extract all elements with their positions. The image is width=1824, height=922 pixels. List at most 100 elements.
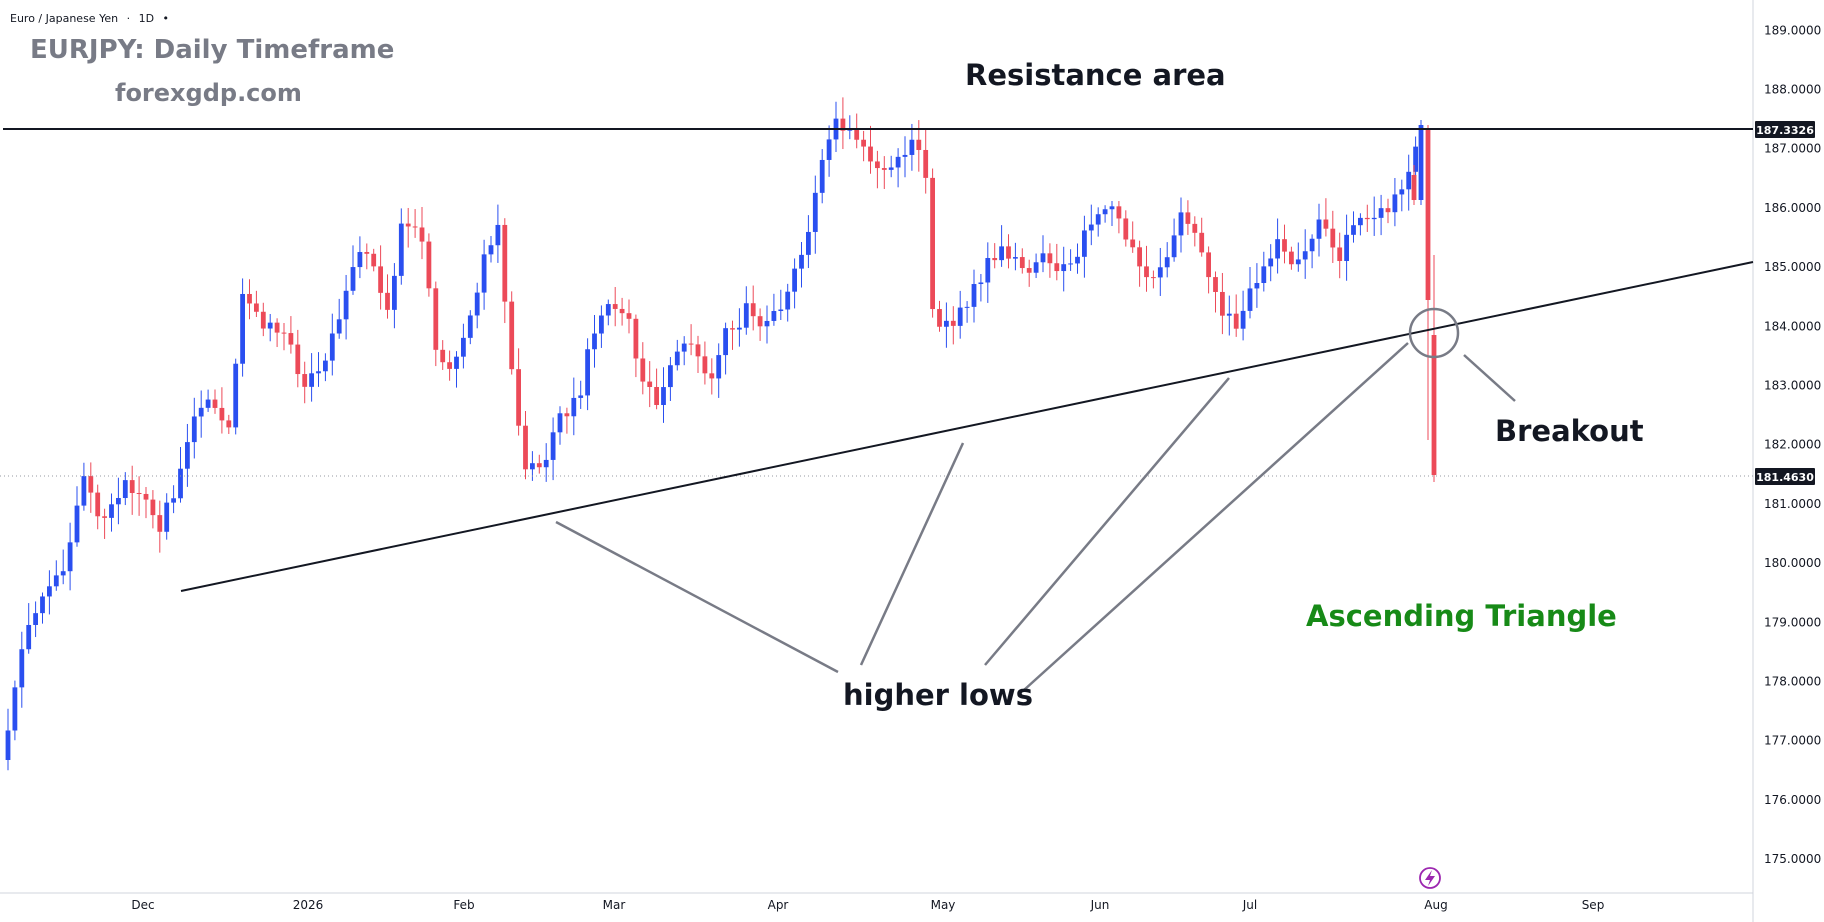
candle-down <box>881 168 887 170</box>
candle-up <box>1302 251 1308 260</box>
candle-down <box>1431 335 1437 475</box>
candle-up <box>550 432 556 460</box>
candle-up <box>392 275 397 310</box>
candle-up <box>1371 217 1377 220</box>
time-axis[interactable]: Dec 2026 Feb Mar Apr May Jun Jul Aug Sep <box>131 898 1604 912</box>
candle-up <box>1102 209 1108 215</box>
candle-up <box>1261 266 1267 284</box>
candle-up <box>985 258 991 283</box>
price-tick-label: 182.0000 <box>1764 438 1821 452</box>
candle-up <box>888 167 894 170</box>
time-tick-label: 2026 <box>293 898 324 912</box>
candle-up <box>81 476 87 506</box>
lightning-icon[interactable] <box>1419 867 1441 889</box>
candle-up <box>454 356 459 369</box>
candle-down <box>1137 247 1142 267</box>
pointer-line-low3 <box>984 377 1230 666</box>
candle-down <box>1213 277 1218 292</box>
time-tick-label: Jun <box>1090 898 1110 912</box>
pattern-label: Ascending Triangle <box>1306 599 1617 633</box>
candle-up <box>895 156 901 168</box>
candle-up <box>1240 310 1246 329</box>
candle-up <box>812 192 818 232</box>
candle-up <box>1157 267 1163 278</box>
candle-up <box>316 371 321 374</box>
candle-down <box>1006 246 1011 259</box>
candle-down <box>688 343 694 345</box>
time-tick-label: Feb <box>453 898 474 912</box>
pointer-line-low4 <box>1023 342 1409 691</box>
symbol-header[interactable]: Euro / Japanese Yen · 1D • <box>10 12 169 25</box>
resistance-price-tag: 187.3326 <box>1755 121 1815 138</box>
interval-label: 1D <box>139 12 154 25</box>
candle-down <box>226 420 232 428</box>
candle-up <box>343 290 349 320</box>
candle-down <box>88 476 94 493</box>
breakout-circle <box>1408 307 1460 359</box>
candle-up <box>668 365 673 388</box>
candle-up <box>171 498 176 503</box>
price-tick-label: 180.0000 <box>1764 556 1821 570</box>
candle-down <box>626 313 632 319</box>
candle-down <box>1233 313 1239 329</box>
price-tick-label: 181.0000 <box>1764 497 1821 511</box>
candle-up <box>585 349 590 396</box>
candle-up <box>164 502 170 532</box>
candle-up <box>398 223 404 276</box>
price-tick-label: 183.0000 <box>1764 378 1821 392</box>
breakout-label: Breakout <box>1495 414 1644 448</box>
candle-down <box>564 413 570 417</box>
price-tick-label: 187.0000 <box>1764 142 1821 156</box>
candle-down <box>136 492 142 494</box>
time-tick-label: Mar <box>603 898 626 912</box>
candle-down <box>1289 251 1294 265</box>
candle-down <box>1019 257 1025 269</box>
time-tick-label: May <box>931 898 956 912</box>
candle-down <box>1144 266 1149 278</box>
header-separator: · <box>127 12 131 25</box>
price-tick-label: 176.0000 <box>1764 793 1821 807</box>
candle-down <box>1323 219 1329 229</box>
candle-up <box>357 252 363 268</box>
candle-up <box>1295 259 1301 265</box>
candle-up <box>1378 208 1384 218</box>
candle-up <box>481 254 487 293</box>
candle-down <box>1130 239 1136 248</box>
candle-up <box>233 363 239 428</box>
candle-down <box>433 288 439 350</box>
candle-up <box>198 407 204 417</box>
candle-down <box>1337 247 1343 262</box>
candle-up <box>737 327 742 330</box>
candle-up <box>543 459 549 468</box>
symbol-name: Euro / Japanese Yen <box>10 12 118 25</box>
last-price-label: 181.4630 <box>1756 471 1814 484</box>
candle-down <box>868 146 873 162</box>
candle-up <box>1247 288 1253 311</box>
candle-up <box>1068 263 1073 265</box>
candle-up <box>240 293 245 364</box>
candle-down <box>1282 239 1287 252</box>
candle-up <box>116 498 121 505</box>
candle-down <box>875 161 880 169</box>
candle-up <box>488 245 494 255</box>
candle-up <box>12 687 18 731</box>
price-tick-label: 189.0000 <box>1764 23 1821 37</box>
candle-up <box>999 246 1004 261</box>
candle-down <box>378 266 383 293</box>
candle-down <box>1220 291 1225 316</box>
candle-up <box>1075 256 1080 264</box>
ascending-trendline[interactable] <box>180 261 1754 592</box>
candle-up <box>902 154 908 157</box>
candles <box>5 97 1437 771</box>
price-tick-label: 179.0000 <box>1764 615 1821 629</box>
candle-down <box>295 344 301 375</box>
candle-down <box>247 293 252 304</box>
candle-down <box>757 316 763 327</box>
candle-down <box>502 224 508 302</box>
candle-down <box>840 118 846 131</box>
candle-up <box>1164 257 1170 268</box>
candle-up <box>799 254 804 269</box>
price-axis[interactable]: 175.0000 176.0000 177.0000 178.0000 179.0000… <box>1764 23 1821 866</box>
candle-up <box>74 505 80 543</box>
